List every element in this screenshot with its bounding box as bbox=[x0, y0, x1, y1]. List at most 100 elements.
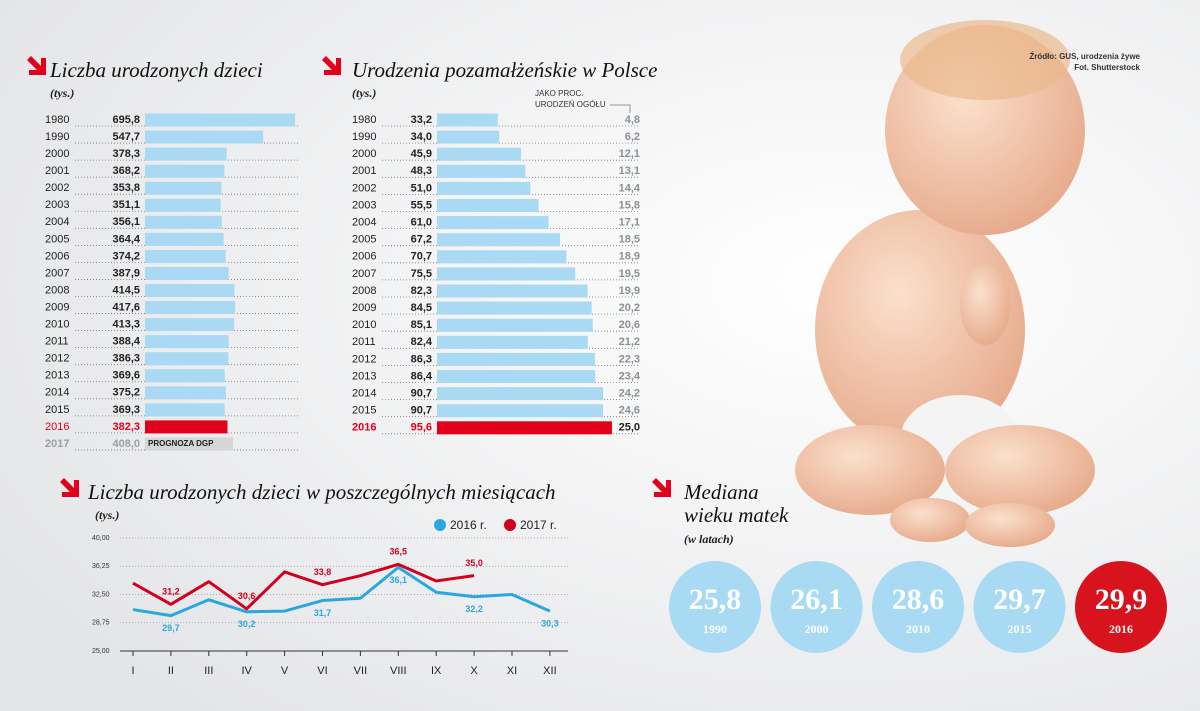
legend-label: 2016 r. bbox=[450, 518, 487, 532]
bar bbox=[437, 301, 592, 315]
percent-label: 20,2 bbox=[619, 302, 640, 314]
value-label: 95,6 bbox=[411, 422, 432, 434]
bar bbox=[145, 352, 229, 366]
percent-label: 18,5 bbox=[619, 234, 640, 246]
chart-subtitle: (tys.) bbox=[95, 508, 119, 522]
data-label: 36,5 bbox=[390, 547, 408, 557]
value-label: 34,0 bbox=[411, 131, 432, 143]
bar bbox=[145, 130, 264, 144]
bar bbox=[437, 233, 560, 247]
value-label: 351,1 bbox=[112, 199, 140, 211]
data-label: 30,2 bbox=[238, 619, 256, 629]
value-label: 90,7 bbox=[411, 405, 432, 417]
category-label: 1990 bbox=[352, 131, 376, 143]
x-tick-label: I bbox=[131, 665, 134, 677]
chart-subtitle: (w latach) bbox=[684, 532, 734, 546]
bar bbox=[437, 421, 612, 435]
value-label: 29,7 bbox=[993, 583, 1046, 616]
category-label: 2004 bbox=[352, 217, 376, 229]
data-label: 33,8 bbox=[314, 567, 332, 577]
percent-label: 21,2 bbox=[619, 336, 640, 348]
x-tick-label: VIII bbox=[390, 665, 407, 677]
bar bbox=[145, 113, 296, 127]
category-label: 2005 bbox=[45, 233, 69, 245]
chart-subtitle: (tys.) bbox=[50, 86, 74, 100]
category-label: 2016 bbox=[1109, 622, 1133, 636]
x-tick-label: VI bbox=[317, 665, 327, 677]
data-label: 30,6 bbox=[238, 591, 256, 601]
category-label: 2006 bbox=[45, 250, 69, 262]
value-label: 75,5 bbox=[411, 268, 432, 280]
median-circle bbox=[872, 561, 964, 653]
median-circle bbox=[973, 561, 1066, 653]
value-label: 382,3 bbox=[112, 421, 140, 433]
bar bbox=[437, 164, 526, 178]
value-label: 695,8 bbox=[112, 114, 140, 126]
x-tick-label: XII bbox=[543, 665, 556, 677]
category-label: 2016 bbox=[352, 422, 376, 434]
value-label: 417,6 bbox=[112, 301, 140, 313]
percent-label: 18,9 bbox=[619, 251, 640, 263]
baby-photo bbox=[795, 20, 1095, 547]
chart-title: Mediana bbox=[683, 480, 759, 504]
value-label: 67,2 bbox=[411, 234, 432, 246]
category-label: 2009 bbox=[45, 301, 69, 313]
bar bbox=[145, 215, 222, 229]
category-label: 2003 bbox=[352, 199, 376, 211]
value-label: 387,9 bbox=[112, 267, 140, 279]
median-circle bbox=[770, 561, 863, 653]
category-label: 2000 bbox=[352, 148, 376, 160]
category-label: 2003 bbox=[45, 199, 69, 211]
category-label: 2014 bbox=[352, 388, 376, 400]
value-label: 45,9 bbox=[411, 148, 432, 160]
value-label: 369,3 bbox=[112, 404, 140, 416]
percent-label: 13,1 bbox=[619, 165, 640, 177]
y-tick-label: 25,00 bbox=[92, 648, 110, 655]
series-line bbox=[132, 565, 551, 618]
chart-title: Liczba urodzonych dzieci w poszczególnyc… bbox=[87, 480, 556, 504]
bar bbox=[145, 147, 227, 161]
percent-label: 24,6 bbox=[619, 405, 640, 417]
category-label: 2007 bbox=[45, 267, 69, 279]
category-label: 2005 bbox=[352, 234, 376, 246]
data-label: 30,3 bbox=[541, 618, 559, 628]
category-label: 2009 bbox=[352, 302, 376, 314]
value-label: 26,1 bbox=[790, 583, 843, 616]
data-label: 31,7 bbox=[314, 608, 332, 618]
data-label: 35,0 bbox=[465, 558, 483, 568]
category-label: 2001 bbox=[352, 165, 376, 177]
x-tick-label: IV bbox=[241, 665, 252, 677]
percent-label: 19,9 bbox=[619, 285, 640, 297]
category-label: 2012 bbox=[352, 353, 376, 365]
category-label: 2011 bbox=[45, 336, 69, 348]
category-label: 1990 bbox=[703, 622, 727, 636]
value-label: 29,9 bbox=[1095, 583, 1148, 616]
percent-header-pointer bbox=[610, 104, 631, 113]
value-label: 414,5 bbox=[112, 284, 140, 296]
value-label: 90,7 bbox=[411, 388, 432, 400]
value-label: 364,4 bbox=[112, 233, 140, 245]
value-label: 51,0 bbox=[411, 182, 432, 194]
y-tick-label: 40,00 bbox=[92, 535, 110, 542]
category-label: 2013 bbox=[352, 370, 376, 382]
bar bbox=[145, 249, 226, 263]
value-label: 82,4 bbox=[411, 336, 433, 348]
percent-label: 23,4 bbox=[619, 370, 641, 382]
y-tick-label: 28,75 bbox=[92, 620, 110, 627]
category-label: 2010 bbox=[352, 319, 376, 331]
x-tick-label: XI bbox=[507, 665, 517, 677]
value-label: 369,6 bbox=[112, 370, 140, 382]
percent-label: 20,6 bbox=[619, 319, 640, 331]
value-label: 388,4 bbox=[112, 336, 140, 348]
category-label: 2015 bbox=[352, 405, 376, 417]
bar bbox=[145, 181, 222, 195]
bar bbox=[437, 250, 567, 264]
bar bbox=[437, 318, 593, 332]
x-tick-label: IX bbox=[431, 665, 442, 677]
photo-credit: Fot. Shutterstock bbox=[1074, 63, 1140, 72]
category-label: 2002 bbox=[45, 182, 69, 194]
bar bbox=[437, 335, 588, 349]
bar bbox=[437, 267, 576, 281]
legend-swatch bbox=[434, 519, 446, 531]
